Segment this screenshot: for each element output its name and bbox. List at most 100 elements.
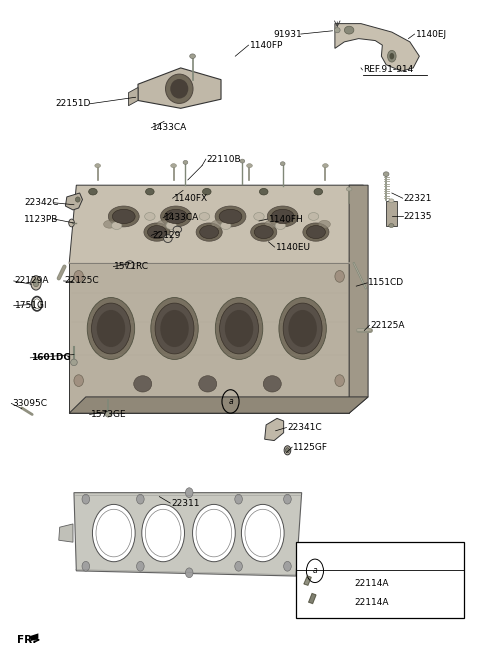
Ellipse shape xyxy=(346,187,352,191)
Ellipse shape xyxy=(335,374,344,386)
Ellipse shape xyxy=(319,220,330,228)
Ellipse shape xyxy=(82,561,90,571)
Ellipse shape xyxy=(286,447,289,453)
Ellipse shape xyxy=(137,561,144,571)
Ellipse shape xyxy=(96,310,125,347)
Polygon shape xyxy=(69,263,349,413)
Ellipse shape xyxy=(147,225,167,238)
Polygon shape xyxy=(69,185,363,263)
Ellipse shape xyxy=(389,223,394,227)
Ellipse shape xyxy=(155,303,194,354)
Ellipse shape xyxy=(260,189,268,195)
Ellipse shape xyxy=(82,494,90,504)
Text: 33095C: 33095C xyxy=(12,399,47,408)
Ellipse shape xyxy=(104,220,116,228)
Ellipse shape xyxy=(344,26,354,34)
Ellipse shape xyxy=(247,164,252,168)
Text: 1151CD: 1151CD xyxy=(368,279,404,287)
Polygon shape xyxy=(349,185,368,413)
Ellipse shape xyxy=(284,494,291,504)
Ellipse shape xyxy=(87,298,135,359)
Ellipse shape xyxy=(112,210,135,223)
Text: 1433CA: 1433CA xyxy=(152,124,188,132)
Ellipse shape xyxy=(164,235,172,242)
Text: FR.: FR. xyxy=(17,635,36,645)
Bar xyxy=(386,201,396,225)
Ellipse shape xyxy=(185,487,193,497)
Ellipse shape xyxy=(192,505,235,562)
Text: 22151D: 22151D xyxy=(55,99,91,108)
Ellipse shape xyxy=(267,206,298,227)
Ellipse shape xyxy=(241,505,284,562)
Ellipse shape xyxy=(145,189,154,195)
Ellipse shape xyxy=(199,376,217,392)
Text: 22125A: 22125A xyxy=(371,321,405,330)
Ellipse shape xyxy=(225,310,253,347)
Ellipse shape xyxy=(69,219,74,227)
Ellipse shape xyxy=(306,225,325,238)
Text: 22135: 22135 xyxy=(404,212,432,221)
Ellipse shape xyxy=(284,561,291,571)
Polygon shape xyxy=(74,493,301,576)
Ellipse shape xyxy=(254,225,273,238)
Ellipse shape xyxy=(211,220,223,228)
Text: 22125C: 22125C xyxy=(64,277,99,285)
Ellipse shape xyxy=(265,220,277,228)
Ellipse shape xyxy=(387,51,396,62)
Ellipse shape xyxy=(31,276,41,290)
Ellipse shape xyxy=(220,221,231,229)
Text: a: a xyxy=(312,566,317,576)
Text: 1123PB: 1123PB xyxy=(24,215,59,223)
Ellipse shape xyxy=(126,261,134,269)
Ellipse shape xyxy=(335,271,344,283)
Ellipse shape xyxy=(75,197,80,202)
Polygon shape xyxy=(138,68,221,108)
Polygon shape xyxy=(264,419,284,441)
Ellipse shape xyxy=(389,53,394,59)
Polygon shape xyxy=(69,397,368,413)
Text: 1140EU: 1140EU xyxy=(276,242,311,252)
Ellipse shape xyxy=(74,271,84,283)
Text: 22311: 22311 xyxy=(171,499,200,508)
Polygon shape xyxy=(304,576,311,585)
Ellipse shape xyxy=(160,310,189,347)
Ellipse shape xyxy=(108,206,139,227)
Bar xyxy=(296,541,465,618)
Ellipse shape xyxy=(144,223,170,241)
Ellipse shape xyxy=(142,505,184,562)
Ellipse shape xyxy=(33,279,39,287)
Ellipse shape xyxy=(165,210,187,223)
Ellipse shape xyxy=(240,159,245,163)
Ellipse shape xyxy=(389,199,394,203)
Ellipse shape xyxy=(166,221,177,229)
Text: 1751GI: 1751GI xyxy=(14,301,47,310)
Ellipse shape xyxy=(280,162,285,166)
Ellipse shape xyxy=(144,213,155,220)
Polygon shape xyxy=(30,633,38,641)
Ellipse shape xyxy=(251,223,277,241)
Ellipse shape xyxy=(173,226,181,233)
Polygon shape xyxy=(309,594,316,603)
Ellipse shape xyxy=(74,374,84,386)
Text: 22129A: 22129A xyxy=(14,277,49,285)
Ellipse shape xyxy=(71,359,77,366)
Ellipse shape xyxy=(235,561,242,571)
Ellipse shape xyxy=(335,28,340,33)
Text: 22129: 22129 xyxy=(152,231,180,240)
Text: 91931: 91931 xyxy=(273,30,301,39)
Ellipse shape xyxy=(190,54,195,58)
Text: 22341C: 22341C xyxy=(288,423,322,432)
Ellipse shape xyxy=(93,505,135,562)
Text: 1573GE: 1573GE xyxy=(91,410,126,419)
Text: 22342C: 22342C xyxy=(24,198,59,207)
Ellipse shape xyxy=(308,213,319,220)
Polygon shape xyxy=(335,24,420,71)
Ellipse shape xyxy=(279,298,326,359)
Polygon shape xyxy=(129,87,138,106)
Ellipse shape xyxy=(203,189,211,195)
Ellipse shape xyxy=(215,206,246,227)
Ellipse shape xyxy=(199,213,210,220)
Ellipse shape xyxy=(303,223,329,241)
Ellipse shape xyxy=(200,225,219,238)
Text: 1571RC: 1571RC xyxy=(114,262,149,271)
